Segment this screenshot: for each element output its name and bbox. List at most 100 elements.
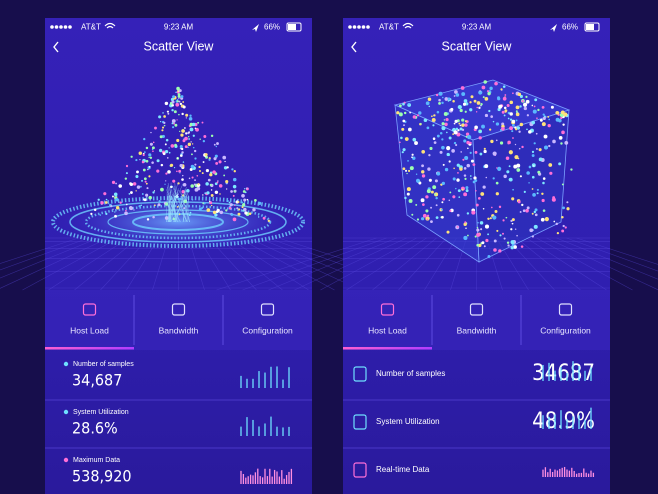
stat-label: System Utilization [73, 409, 129, 416]
scatter-dot [407, 160, 409, 162]
scatter-dot [189, 211, 192, 214]
scatter-dot [548, 144, 551, 148]
floor-grid-line [228, 237, 309, 291]
tab-label[interactable]: Bandwidth [457, 325, 497, 335]
tab-label[interactable]: Host Load [70, 325, 109, 335]
scatter-dot [141, 179, 143, 182]
tab-label[interactable]: Configuration [242, 325, 293, 335]
scatter-dot [526, 128, 528, 131]
scatter-dot [241, 193, 245, 198]
scatter-dot [499, 104, 503, 108]
scatter-dot [411, 153, 414, 156]
tab-icon[interactable] [82, 303, 97, 316]
scatter-dot [205, 169, 209, 173]
scatter-dot [463, 192, 468, 197]
scatter-dot [483, 147, 486, 150]
scatter-dot [232, 177, 237, 182]
scatter-dot [142, 153, 145, 157]
scatter-dot [473, 99, 477, 103]
scatter-dot [536, 117, 538, 119]
scatter-dot [547, 115, 550, 118]
scatter-dot [104, 201, 108, 204]
scatter-dot [463, 235, 468, 241]
scatter-dot [194, 179, 196, 182]
scatter-dot [191, 176, 194, 179]
floor-grid-line [0, 237, 109, 289]
scatter-dot [176, 138, 180, 143]
tab-label[interactable]: Bandwidth [159, 325, 199, 335]
scatter-dot [457, 104, 462, 110]
scatter-dot [531, 120, 536, 125]
light-streak [169, 182, 172, 223]
scatter-dot [511, 197, 515, 201]
tab-icon[interactable] [558, 303, 573, 316]
scatter-dot [508, 150, 513, 155]
scatter-dot [432, 124, 435, 127]
scatter-dot [210, 189, 213, 191]
ring [107, 209, 249, 235]
scatter-dot [434, 193, 437, 196]
scatter-dot [516, 163, 521, 168]
scatter-dot [173, 122, 175, 125]
tab-icon[interactable] [469, 303, 484, 316]
scatter-dot [415, 173, 418, 175]
tab-icon[interactable] [260, 303, 275, 316]
scatter-dot [531, 104, 534, 107]
scatter-dot [204, 192, 207, 194]
scatter-dot [161, 134, 165, 138]
scatter-dot [175, 102, 180, 107]
scatter-dot [147, 168, 149, 171]
scatter-dot [194, 163, 197, 166]
scatter-dot [111, 180, 116, 184]
signal-dot [361, 25, 366, 29]
floor-grid-line [516, 237, 581, 291]
scatter-dot [476, 106, 478, 109]
scatter-dot [426, 214, 430, 217]
scatter-dot [136, 170, 139, 174]
signal-dot [348, 25, 352, 29]
scatter-dot [512, 92, 514, 95]
scatter-dot [536, 192, 539, 195]
scatter-dot [152, 215, 155, 219]
scatter-dot [252, 208, 256, 212]
scatter-dot [145, 182, 148, 185]
stat-value: 538,920 [72, 467, 132, 486]
scatter-dot [447, 99, 450, 102]
scatter-dot [212, 170, 216, 174]
scatter-dot [190, 141, 192, 143]
scatter-dot [467, 234, 469, 237]
scatter-dot [230, 190, 233, 193]
tab-label[interactable]: Host Load [368, 325, 407, 335]
scatter-dot [464, 120, 468, 123]
back-button[interactable] [53, 41, 59, 53]
scatter-dot [185, 132, 188, 135]
scatter-dot [114, 214, 117, 218]
scatter-dot [161, 129, 164, 132]
scatter-dot [93, 208, 97, 212]
scatter-dot [481, 124, 485, 129]
scatter-dot [187, 146, 189, 149]
tab-label[interactable]: Configuration [540, 325, 591, 335]
scatter-dot [411, 156, 413, 159]
tab-icon[interactable] [380, 303, 395, 316]
scatter-dot [456, 132, 461, 137]
back-button[interactable] [351, 41, 357, 53]
scatter-dot [459, 167, 463, 171]
scatter-dot [179, 130, 181, 132]
scatter-dot [531, 212, 534, 215]
scatter-dot [478, 136, 482, 140]
floor-grid-line [0, 237, 99, 279]
phone-screen: AT&T 9:23 AM 66% Scatter View Host Load Bandw… [216, 18, 658, 494]
scatter-dot [230, 213, 234, 216]
scatter-dot [442, 163, 445, 166]
scatter-dot [110, 205, 113, 208]
tab-icon[interactable] [171, 303, 186, 316]
scatter-dot [415, 203, 418, 206]
scatter-dot [248, 212, 252, 215]
scatter-dot [153, 204, 156, 207]
scatter-dot [210, 134, 214, 138]
scatter-dot [448, 160, 451, 163]
scatter-dot [453, 122, 456, 125]
scatter-dot [191, 199, 194, 201]
scatter-dot [151, 161, 154, 164]
